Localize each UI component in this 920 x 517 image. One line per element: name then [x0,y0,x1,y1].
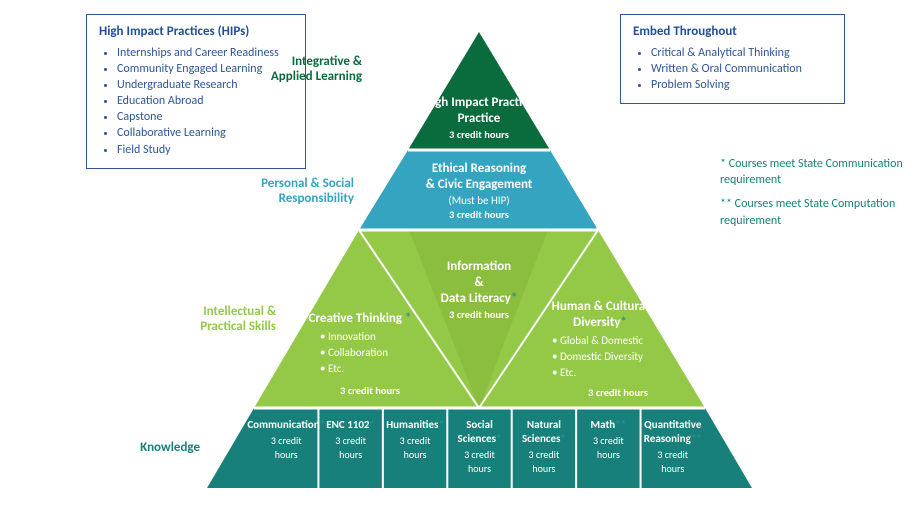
tier4-col-head: Natural [527,418,561,431]
t3l-bullet: • Etc. [320,362,344,375]
t3r-t1: Human & Cultural [552,299,649,314]
tier4-col-credit2: hours [597,448,620,461]
tier1-credits: 3 credit hours [449,128,509,141]
t3c-l3: Data Literacy* [441,291,518,306]
t3r-bullet: • Domestic Diversity [552,350,643,363]
tier4-col-head: Humanities* [386,418,444,431]
tier2-sub: (Must be HIP) [448,194,509,207]
tier4-col-head: Quantitative [644,418,702,431]
t3l-bullet: • Innovation [320,330,376,343]
tier2-credits: 3 credit hours [449,208,509,221]
tier4-col-head: Social [466,418,493,431]
t3l-credits: 3 credit hours [340,384,400,397]
tier4-col-credit1: 3 credit [657,448,688,461]
tier4-col-head2: Reasoning** [644,432,702,445]
tier4-col-credit2: hours [404,448,427,461]
tier4-col-credit1: 3 credit [529,448,560,461]
t3r-bullet: • Global & Domestic [552,334,643,347]
tier2-line1: Ethical Reasoning [432,161,527,176]
t3c-credits: 3 credit hours [449,308,509,321]
tier4-col-credit2: hours [661,462,684,475]
tier4-col-head: Math** [591,418,627,431]
t3r-t2: Diversity* [573,315,627,330]
tier1-title2: Practice [458,111,501,126]
tier4-col-credit2: hours [275,448,298,461]
tier2-line2: & Civic Engagement [426,177,533,192]
t3r-credits: 3 credit hours [588,386,648,399]
t3r-bullet: • Etc. [552,366,576,379]
tier1-title: High Impact Practice [424,95,535,110]
tier4-col-credit2: hours [339,448,362,461]
tier4-col-credit1: 3 credit [464,448,495,461]
pyramid: High Impact PracticePractice 3 credit hou… [0,0,920,517]
tier4-col-head2: Sciences* [458,432,502,445]
t3c-l1: Information [447,259,511,274]
tier4-col-credit2: hours [532,462,555,475]
t3c-l2: & [474,275,484,290]
tier4-col-credit1: 3 credit [271,434,302,447]
t3l-bullet: • Collaboration [320,346,388,359]
tier4-col-credit1: 3 credit [400,434,431,447]
tier4-col-credit2: hours [468,462,491,475]
t3l-title: Creative Thinking * [309,311,412,326]
tier4-col-head: Communication* [247,418,325,431]
tier4-col-head: ENC 1102* [326,418,375,431]
tier4-col-credit1: 3 credit [593,434,624,447]
tier4-col-credit1: 3 credit [335,434,366,447]
tier4-col-head2: Sciences* [522,432,566,445]
